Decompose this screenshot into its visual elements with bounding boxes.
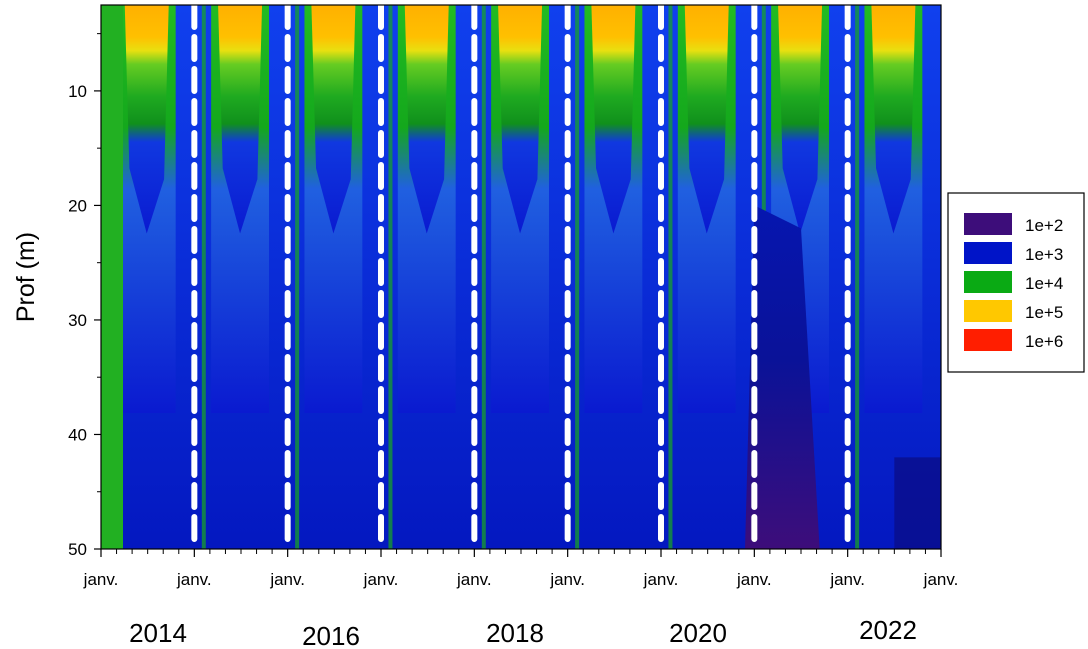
x-tick-label: janv.	[363, 570, 399, 589]
x-tick-label: janv.	[549, 570, 585, 589]
year-labels: 2014 2016 2018 2020 2022	[129, 615, 917, 649]
heatmap-edge-band	[101, 5, 123, 549]
x-tick-label: janv.	[176, 570, 212, 589]
legend-label: 1e+4	[1025, 274, 1063, 293]
heatmap-summer-core	[498, 5, 543, 234]
heatmap-summer-core	[124, 5, 169, 234]
year-label: 2014	[129, 618, 187, 648]
heatmap-summer-core	[404, 5, 449, 234]
year-boundary-lines	[191, 2, 851, 552]
legend: 1e+2 1e+3 1e+4 1e+5 1e+6	[947, 192, 1085, 373]
x-axis: janv. janv. janv. janv. janv. janv. janv. janv.…	[83, 549, 959, 589]
x-tick-label: janv.	[83, 570, 119, 589]
x-tick-label: janv.	[269, 570, 305, 589]
heatmap-low-region	[745, 205, 820, 549]
y-tick-label: 30	[68, 311, 87, 330]
y-axis-title: Prof (m)	[12, 232, 40, 322]
plot-area	[101, 5, 941, 549]
heatmap-streak	[295, 5, 300, 549]
legend-swatch	[964, 300, 1012, 322]
year-label: 2020	[669, 618, 727, 648]
heatmap-summer-core	[311, 5, 356, 234]
year-label: 2018	[486, 618, 544, 648]
y-tick-label: 40	[68, 425, 87, 444]
heatmap-summer-core	[591, 5, 636, 234]
heatmap-summer-core	[871, 5, 916, 234]
y-axis: 10 20 30 40 50	[68, 33, 101, 559]
x-tick-label: janv.	[923, 570, 959, 589]
legend-label: 1e+3	[1025, 245, 1063, 264]
heatmap-streak	[668, 5, 673, 549]
legend-label: 1e+5	[1025, 303, 1063, 322]
x-tick-label: janv.	[829, 570, 865, 589]
x-tick-label: janv.	[736, 570, 772, 589]
x-tick-label: janv.	[456, 570, 492, 589]
y-tick-label: 20	[68, 196, 87, 215]
heatmap-summer-core	[218, 5, 263, 234]
heatmap-streak	[481, 5, 486, 549]
legend-label: 1e+2	[1025, 216, 1063, 235]
heatmap-summer-core	[778, 5, 823, 234]
heatmap-low-region	[894, 457, 941, 549]
heatmap-streak	[388, 5, 393, 549]
heatmap-streak	[575, 5, 580, 549]
y-tick-label: 10	[68, 82, 87, 101]
legend-label: 1e+6	[1025, 332, 1063, 351]
year-label: 2022	[859, 615, 917, 645]
legend-swatch	[964, 271, 1012, 293]
heatmap-streak	[201, 5, 206, 549]
year-label: 2016	[302, 621, 360, 649]
legend-swatch	[964, 329, 1012, 351]
x-tick-label: janv.	[643, 570, 679, 589]
y-tick-label: 50	[68, 540, 87, 559]
heatmap-summer-core	[684, 5, 729, 234]
legend-swatch	[964, 213, 1012, 235]
heatmap-streak	[855, 5, 860, 549]
legend-swatch	[964, 242, 1012, 264]
